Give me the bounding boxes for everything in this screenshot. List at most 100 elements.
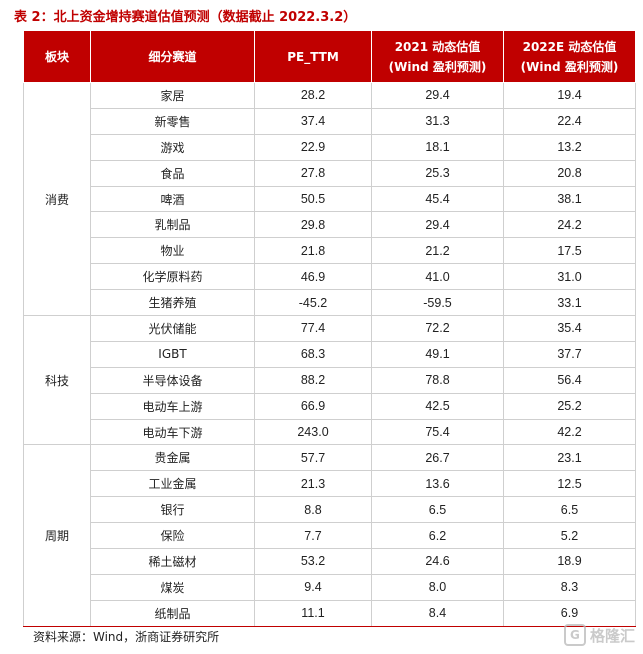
watermark-text: 格隆汇 <box>589 626 635 645</box>
pe-ttm-cell: -45.2 <box>254 289 372 317</box>
pe-ttm-cell: 50.5 <box>254 185 372 213</box>
subsector-cell: IGBT <box>90 340 255 368</box>
subsector-cell: 物业 <box>90 237 255 265</box>
valuation-2021-cell: 29.4 <box>371 82 504 109</box>
valuation-2021-cell: 6.5 <box>371 496 504 524</box>
valuation-2021-cell: 49.1 <box>371 340 504 368</box>
pe-ttm-cell: 11.1 <box>254 599 372 627</box>
valuation-2021-cell: 31.3 <box>371 107 504 135</box>
header-2021-valuation: 2021 动态估值 (Wind 盈利预测) <box>371 30 504 83</box>
table-row: 科技 光伏储能 77.4 72.2 35.4 <box>23 315 636 446</box>
valuation-2021-cell: -59.5 <box>371 289 504 317</box>
pe-ttm-cell: 28.2 <box>254 82 372 109</box>
table-row: 啤酒 50.5 45.4 38.1 <box>24 185 636 213</box>
valuation-2021-cell: 13.6 <box>371 470 504 498</box>
valuation-2022e-cell: 56.4 <box>503 366 636 394</box>
pe-ttm-cell: 53.2 <box>254 548 372 575</box>
valuation-2022e-cell: 12.5 <box>503 470 636 498</box>
pe-ttm-cell: 77.4 <box>254 315 372 342</box>
header-pe-ttm: PE_TTM <box>254 30 372 83</box>
table-row: 生猪养殖 -45.2 -59.5 33.1 <box>24 289 636 317</box>
pe-ttm-cell: 243.0 <box>254 418 372 446</box>
valuation-2021-cell: 29.4 <box>371 211 504 239</box>
header-2022e-line1: 2022E 动态估值 <box>522 39 617 54</box>
header-2021-line1: 2021 动态估值 <box>394 39 481 54</box>
table-row: 周期 贵金属 57.7 26.7 23.1 <box>23 444 636 627</box>
valuation-2022e-cell: 17.5 <box>503 237 636 265</box>
table-row: 电动车下游 243.0 75.4 42.2 <box>24 418 636 446</box>
table-row: 新零售 37.4 31.3 22.4 <box>24 107 636 135</box>
valuation-2022e-cell: 33.1 <box>503 289 636 317</box>
valuation-2022e-cell: 37.7 <box>503 340 636 368</box>
valuation-2021-cell: 24.6 <box>371 548 504 575</box>
valuation-2022e-cell: 22.4 <box>503 107 636 135</box>
subsector-cell: 银行 <box>90 496 255 524</box>
subsector-cell: 食品 <box>90 159 255 187</box>
pe-ttm-cell: 46.9 <box>254 263 372 291</box>
source-note: 资料来源：Wind，浙商证券研究所 <box>33 630 220 644</box>
subsector-cell: 电动车上游 <box>90 392 255 420</box>
table-row: 稀土磁材 53.2 24.6 18.9 <box>24 548 636 575</box>
subsector-cell: 稀土磁材 <box>90 548 255 575</box>
table-row: 乳制品 29.8 29.4 24.2 <box>24 211 636 239</box>
table-row: 煤炭 9.4 8.0 8.3 <box>24 573 636 601</box>
table-caption: 表 2：北上资金增持赛道估值预测（数据截止 2022.3.2） <box>14 10 357 25</box>
header-2022e-valuation: 2022E 动态估值 (Wind 盈利预测) <box>503 30 636 83</box>
valuation-2022e-cell: 13.2 <box>503 133 636 161</box>
table-row: 消费 家居 28.2 29.4 19.4 <box>23 81 636 317</box>
table-row: 保险 7.7 6.2 5.2 <box>24 522 636 550</box>
table-row: IGBT 68.3 49.1 37.7 <box>24 340 636 368</box>
pe-ttm-cell: 21.8 <box>254 237 372 265</box>
valuation-2021-cell: 18.1 <box>371 133 504 161</box>
valuation-2021-cell: 45.4 <box>371 185 504 213</box>
header-sector-group: 板块 <box>23 30 91 83</box>
valuation-2021-cell: 26.7 <box>371 444 504 472</box>
table-row: 物业 21.8 21.2 17.5 <box>24 237 636 265</box>
valuation-2021-cell: 25.3 <box>371 159 504 187</box>
table-row: 纸制品 11.1 8.4 6.9 <box>24 599 636 627</box>
valuation-2021-cell: 78.8 <box>371 366 504 394</box>
subsector-cell: 纸制品 <box>90 599 255 627</box>
pe-ttm-cell: 57.7 <box>254 444 372 472</box>
subsector-cell: 啤酒 <box>90 185 255 213</box>
subsector-cell: 半导体设备 <box>90 366 255 394</box>
pe-ttm-cell: 37.4 <box>254 107 372 135</box>
valuation-2022e-cell: 24.2 <box>503 211 636 239</box>
table-header: 板块 细分赛道 PE_TTM 2021 动态估值 (Wind 盈利预测) 202… <box>23 30 636 83</box>
valuation-2021-cell: 41.0 <box>371 263 504 291</box>
table-row: 游戏 22.9 18.1 13.2 <box>24 133 636 161</box>
valuation-2022e-cell: 6.9 <box>503 599 636 627</box>
valuation-2022e-cell: 19.4 <box>503 82 636 109</box>
subsector-cell: 贵金属 <box>90 444 255 472</box>
subsector-cell: 家居 <box>90 82 255 109</box>
table-row: 工业金属 21.3 13.6 12.5 <box>24 470 636 498</box>
valuation-2021-cell: 72.2 <box>371 315 504 342</box>
valuation-2021-cell: 6.2 <box>371 522 504 550</box>
pe-ttm-cell: 7.7 <box>254 522 372 550</box>
valuation-2021-cell: 42.5 <box>371 392 504 420</box>
watermark: G 格隆汇 <box>563 624 635 646</box>
valuation-2022e-cell: 6.5 <box>503 496 636 524</box>
valuation-table-container: 板块 细分赛道 PE_TTM 2021 动态估值 (Wind 盈利预测) 202… <box>23 30 636 627</box>
valuation-2022e-cell: 20.8 <box>503 159 636 187</box>
pe-ttm-cell: 68.3 <box>254 340 372 368</box>
pe-ttm-cell: 88.2 <box>254 366 372 394</box>
subsector-cell: 化学原料药 <box>90 263 255 291</box>
pe-ttm-cell: 66.9 <box>254 392 372 420</box>
subsector-cell: 乳制品 <box>90 211 255 239</box>
table-row: 半导体设备 88.2 78.8 56.4 <box>24 366 636 394</box>
subsector-cell: 电动车下游 <box>90 418 255 446</box>
pe-ttm-cell: 8.8 <box>254 496 372 524</box>
table-row: 银行 8.8 6.5 6.5 <box>24 496 636 524</box>
table-row: 化学原料药 46.9 41.0 31.0 <box>24 263 636 291</box>
pe-ttm-cell: 29.8 <box>254 211 372 239</box>
valuation-2022e-cell: 18.9 <box>503 548 636 575</box>
valuation-2021-cell: 75.4 <box>371 418 504 446</box>
valuation-2022e-cell: 8.3 <box>503 573 636 601</box>
pe-ttm-cell: 9.4 <box>254 573 372 601</box>
pe-ttm-cell: 27.8 <box>254 159 372 187</box>
subsector-cell: 光伏储能 <box>90 315 255 342</box>
subsector-cell: 工业金属 <box>90 470 255 498</box>
table-body: 消费 家居 28.2 29.4 19.4 新零售 37.4 31.3 22.4 游戏 22.9 18.… <box>23 81 636 627</box>
valuation-2022e-cell: 25.2 <box>503 392 636 420</box>
